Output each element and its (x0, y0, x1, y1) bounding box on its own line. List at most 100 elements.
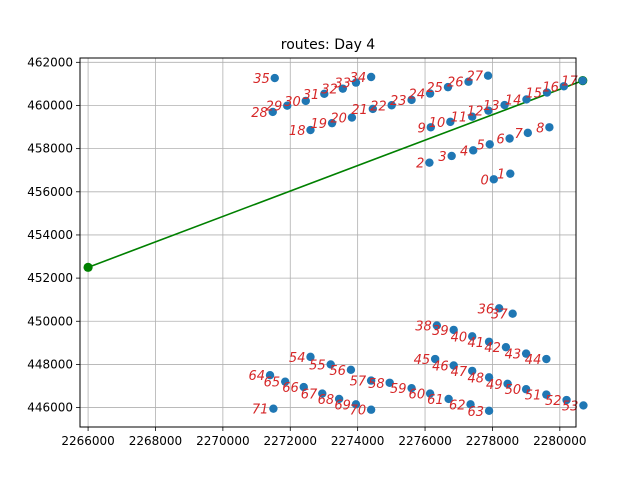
point-label: 36 (478, 302, 495, 317)
data-point (425, 389, 435, 398)
y-tick-label: 448000 (27, 357, 73, 371)
data-point (506, 169, 515, 178)
data-point (426, 123, 435, 132)
data-points (265, 71, 588, 416)
data-point (542, 88, 552, 97)
data-point (430, 354, 440, 364)
point-label: 30 (284, 95, 301, 110)
point-label: 69 (334, 398, 351, 413)
point-label: 29 (266, 100, 283, 115)
point-label: 38 (415, 320, 432, 335)
point-label: 39 (432, 324, 449, 339)
data-point (301, 96, 310, 106)
data-point (366, 72, 376, 82)
data-point (562, 395, 571, 405)
data-point (469, 146, 478, 155)
y-tick-label: 456000 (27, 185, 73, 199)
data-point (334, 394, 344, 404)
data-point (500, 100, 509, 110)
grid (80, 58, 576, 427)
data-point (446, 117, 455, 127)
data-point (521, 385, 531, 394)
point-label: 0 (481, 173, 489, 188)
point-label: 22 (370, 99, 387, 114)
data-point (464, 77, 473, 86)
point-label: 4 (460, 144, 468, 159)
axes-frame (79, 57, 577, 428)
data-point (468, 332, 477, 341)
y-tick-label: 446000 (27, 401, 73, 415)
data-point (501, 342, 511, 352)
point-label: 52 (545, 394, 562, 409)
data-point (407, 383, 416, 393)
route-marker (83, 262, 93, 272)
y-tick-label: 462000 (27, 55, 73, 69)
point-label: 71 (252, 403, 269, 418)
data-point (385, 378, 394, 387)
point-label: 54 (289, 351, 306, 366)
data-point (265, 371, 275, 380)
point-label: 2 (416, 157, 424, 172)
data-point (268, 107, 277, 117)
data-point (559, 82, 569, 91)
point-label: 46 (432, 360, 449, 375)
data-point (351, 78, 361, 87)
point-label: 57 (350, 375, 367, 390)
point-label: 23 (390, 94, 407, 109)
data-point (425, 158, 434, 167)
data-point (351, 400, 361, 409)
data-point (521, 349, 531, 358)
point-label: 21 (351, 103, 368, 118)
x-tick-label: 2280000 (533, 434, 586, 448)
point-label: 13 (483, 99, 500, 114)
point-label: 16 (542, 80, 559, 95)
point-label: 67 (301, 388, 318, 403)
point-label: 53 (562, 399, 579, 414)
point-label: 59 (390, 382, 407, 397)
point-label: 49 (486, 378, 503, 393)
point-label: 31 (303, 88, 320, 103)
point-label: 60 (409, 388, 426, 403)
point-label: 40 (451, 330, 468, 345)
x-tick-label: 2272000 (264, 434, 317, 448)
y-tick-label: 458000 (27, 142, 73, 156)
point-label: 25 (426, 81, 443, 96)
data-point (489, 175, 498, 184)
data-point (485, 140, 494, 149)
data-point (542, 390, 551, 399)
point-label: 35 (253, 72, 270, 87)
data-point (484, 406, 494, 416)
data-point (338, 84, 348, 93)
data-point (327, 118, 337, 128)
data-point (578, 76, 587, 85)
point-label: 32 (321, 83, 338, 98)
point-label: 9 (417, 121, 425, 136)
data-point (579, 401, 588, 410)
point-label: 47 (451, 365, 468, 380)
point-label: 48 (468, 371, 485, 386)
data-point (368, 104, 378, 114)
y-tick-label: 460000 (27, 98, 73, 112)
data-point (387, 101, 396, 110)
x-tick-label: 2270000 (196, 434, 249, 448)
data-point (449, 325, 458, 335)
point-label: 51 (525, 389, 542, 404)
data-point (468, 112, 477, 121)
x-tick-label: 2266000 (61, 434, 114, 448)
data-point (299, 382, 308, 392)
point-label: 42 (484, 341, 501, 356)
data-point (283, 101, 292, 110)
data-point (281, 377, 290, 386)
data-point (503, 379, 512, 389)
data-point (269, 404, 278, 413)
data-point (366, 376, 376, 385)
data-point (318, 389, 327, 398)
data-point (270, 73, 279, 83)
point-label: 56 (329, 364, 346, 379)
point-label: 15 (525, 87, 542, 102)
axis-ticks: 2266000 2268000 2270000 2272000 2274000 22760… (27, 55, 586, 448)
data-point (347, 113, 357, 122)
data-point (494, 304, 504, 313)
point-label: 5 (476, 138, 484, 153)
data-point (425, 89, 435, 98)
